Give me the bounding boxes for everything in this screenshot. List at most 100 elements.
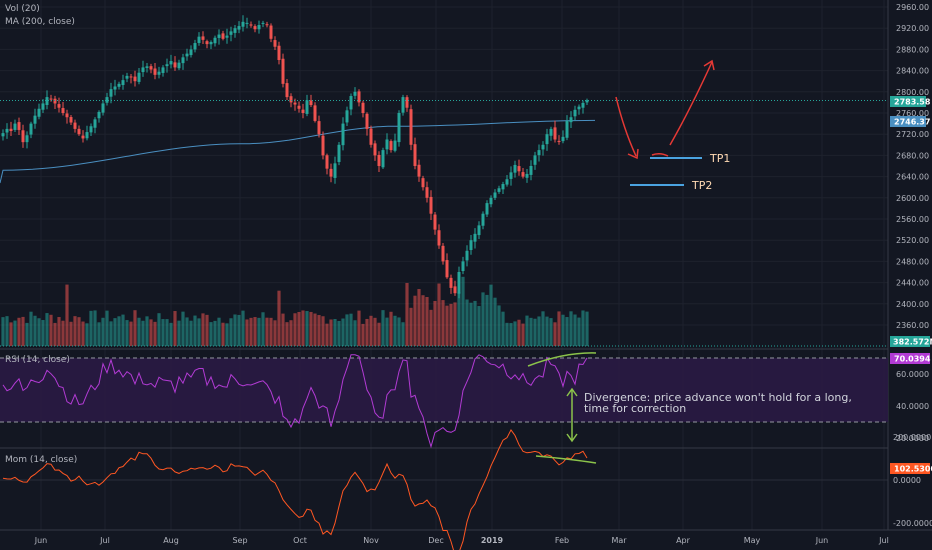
candle bbox=[309, 94, 313, 107]
price-tick-label: 2440.00 bbox=[896, 279, 929, 288]
volume-bar bbox=[477, 306, 481, 346]
volume-bar bbox=[33, 315, 37, 346]
ma-indicator-label[interactable]: MA (200, close) bbox=[5, 17, 75, 27]
candle bbox=[361, 100, 365, 118]
candle bbox=[101, 100, 105, 116]
volume-bar bbox=[37, 318, 41, 346]
volume-bar bbox=[5, 316, 9, 346]
candle bbox=[57, 97, 61, 113]
divergence-arrow[interactable] bbox=[566, 387, 578, 443]
volume-bar bbox=[261, 312, 265, 346]
volume-bar bbox=[141, 320, 145, 346]
price-tick-label: 2800.00 bbox=[896, 88, 929, 97]
candle bbox=[13, 119, 17, 132]
volume-bar bbox=[449, 303, 453, 346]
candle bbox=[465, 245, 469, 267]
projection-arrow-up[interactable] bbox=[651, 59, 715, 157]
candle bbox=[541, 141, 545, 156]
candle bbox=[177, 59, 181, 71]
volume-bar bbox=[277, 290, 281, 346]
candle bbox=[369, 125, 373, 148]
projection-arrow-down[interactable] bbox=[615, 96, 639, 160]
candle bbox=[37, 103, 41, 120]
volume-bar bbox=[437, 283, 441, 346]
volume-bar bbox=[185, 317, 189, 346]
mom-indicator-label[interactable]: Mom (14, close) bbox=[5, 455, 77, 465]
rsi-divergence-curve[interactable] bbox=[527, 352, 597, 367]
candle bbox=[481, 211, 485, 230]
candle bbox=[349, 93, 353, 116]
candle bbox=[229, 26, 233, 42]
volume-bar bbox=[489, 284, 493, 346]
rsi-line bbox=[2, 354, 588, 449]
candle bbox=[77, 125, 81, 136]
candle bbox=[569, 111, 573, 129]
volume-bar bbox=[369, 315, 373, 346]
volume-bar bbox=[425, 296, 429, 346]
rsi-tick-label: 20.0000 bbox=[896, 434, 929, 443]
price-tick-label: 2360.00 bbox=[896, 321, 929, 330]
candle bbox=[333, 156, 337, 184]
volume-bar bbox=[245, 319, 249, 346]
candle bbox=[141, 60, 145, 77]
volume-bar bbox=[125, 320, 129, 346]
candle bbox=[133, 70, 137, 87]
candle bbox=[125, 72, 129, 83]
volume-bar bbox=[581, 310, 585, 346]
candle bbox=[341, 117, 345, 151]
volume-bar bbox=[313, 313, 317, 346]
volume-bar bbox=[17, 317, 21, 346]
volume-bar bbox=[441, 300, 445, 346]
candle bbox=[409, 104, 413, 151]
candle bbox=[17, 117, 21, 136]
tp2-label: TP2 bbox=[691, 179, 712, 192]
volume-bar bbox=[317, 315, 321, 346]
rsi-indicator-label[interactable]: RSI (14, close) bbox=[5, 355, 70, 365]
candle bbox=[329, 163, 333, 183]
mom-divergence-curve[interactable] bbox=[535, 455, 597, 464]
time-tick-label: Apr bbox=[676, 536, 691, 545]
time-tick-label: Jul bbox=[99, 536, 110, 545]
candle bbox=[205, 39, 209, 49]
volume-bar bbox=[113, 318, 117, 346]
volume-bar bbox=[513, 321, 517, 346]
candle bbox=[261, 20, 265, 28]
candle bbox=[553, 120, 557, 143]
volume-bar bbox=[201, 313, 205, 346]
volume-bar bbox=[517, 319, 521, 346]
volume-bar bbox=[337, 320, 341, 346]
last-price-tag: 2783.58 bbox=[890, 96, 931, 107]
price-axis[interactable]: 2960.00 2920.00 2880.00 2840.00 2800.00 2760.… bbox=[896, 3, 929, 330]
candle bbox=[105, 92, 109, 106]
volume-bar bbox=[461, 276, 465, 346]
candle bbox=[321, 131, 325, 160]
volume-bar bbox=[197, 318, 201, 346]
volume-bar bbox=[405, 282, 409, 346]
mom-tag-text: 102.5300 bbox=[894, 465, 932, 474]
candle bbox=[273, 36, 277, 50]
candle bbox=[389, 139, 393, 153]
volume-bar bbox=[533, 318, 537, 346]
volume-bar bbox=[465, 299, 469, 346]
volume-bar bbox=[389, 311, 393, 346]
rsi-band bbox=[0, 358, 888, 422]
volume-bar bbox=[41, 320, 45, 346]
volume-bar bbox=[121, 314, 125, 346]
candle bbox=[357, 89, 361, 107]
candle bbox=[181, 53, 185, 70]
candle bbox=[281, 53, 285, 88]
volume-bar bbox=[413, 295, 417, 346]
rsi-axis[interactable]: 60.0000 40.0000 20.0000 bbox=[896, 370, 929, 443]
volume-bar bbox=[545, 316, 549, 346]
volume-bar bbox=[373, 317, 377, 346]
time-axis[interactable]: Jun Jul Aug Sep Oct Nov Dec 2019 Feb Mar Apr May Jun… bbox=[34, 536, 889, 545]
volume-bar bbox=[105, 310, 109, 346]
vol-indicator-label[interactable]: Vol (20) bbox=[5, 4, 40, 14]
volume-bar bbox=[169, 322, 173, 346]
volume-bar bbox=[293, 313, 297, 346]
volume-tag: 382.572M bbox=[890, 336, 932, 347]
candle bbox=[269, 23, 273, 43]
price-tick-label: 2600.00 bbox=[896, 194, 929, 203]
